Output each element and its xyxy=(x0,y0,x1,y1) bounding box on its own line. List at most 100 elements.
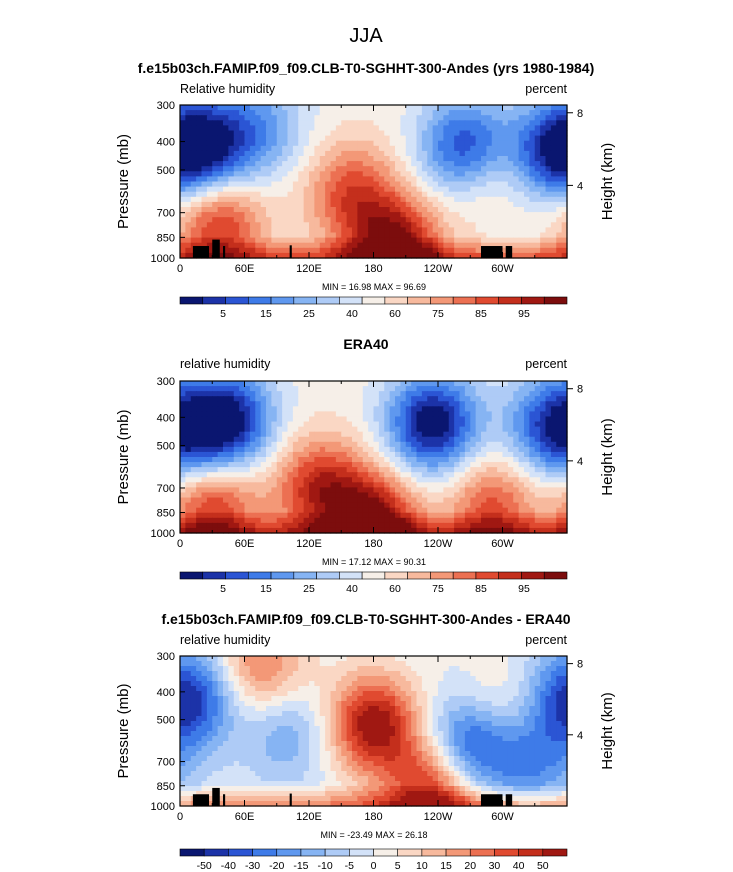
field-cell xyxy=(341,125,348,132)
field-cell xyxy=(341,671,348,677)
field-cell xyxy=(292,522,299,529)
field-cell xyxy=(314,517,321,524)
field-cell xyxy=(319,512,326,519)
field-cell xyxy=(454,140,461,147)
field-cell xyxy=(545,666,552,672)
field-cell xyxy=(196,676,203,682)
field-cell xyxy=(400,212,407,218)
field-cell xyxy=(534,446,541,453)
field-cell xyxy=(427,497,434,504)
field-cell xyxy=(196,212,203,218)
field-cell xyxy=(540,232,547,239)
field-cell xyxy=(561,416,568,423)
field-cell xyxy=(196,446,203,453)
field-cell xyxy=(282,401,289,407)
field-cell xyxy=(384,196,391,203)
field-cell xyxy=(411,207,418,213)
field-cell xyxy=(524,120,530,126)
field-cell xyxy=(513,441,520,448)
field-cell xyxy=(427,431,434,438)
field-cell xyxy=(190,421,197,428)
field-cell xyxy=(271,125,278,132)
field-cell xyxy=(223,135,229,142)
field-cell xyxy=(255,171,262,177)
field-cell xyxy=(411,426,418,433)
field-cell xyxy=(239,666,246,672)
field-cell xyxy=(421,477,428,483)
field-cell xyxy=(400,411,407,418)
field-cell xyxy=(357,681,364,687)
field-cell xyxy=(352,451,358,458)
field-cell xyxy=(448,527,455,534)
field-cell xyxy=(217,212,224,218)
field-cell xyxy=(497,207,504,213)
field-cell xyxy=(362,140,369,147)
field-cell xyxy=(346,110,353,116)
field-cell xyxy=(432,482,439,488)
field-cell xyxy=(217,686,224,692)
field-cell xyxy=(561,105,568,111)
field-cell xyxy=(346,441,353,448)
field-cell xyxy=(507,381,514,387)
field-cell xyxy=(470,436,477,443)
field-cell xyxy=(470,110,477,116)
field-cell xyxy=(271,436,278,443)
field-cell xyxy=(362,196,369,203)
field-cell xyxy=(244,512,251,519)
field-cell xyxy=(180,196,186,203)
field-cell xyxy=(282,457,289,463)
field-cell xyxy=(507,125,514,132)
field-cell xyxy=(470,227,477,234)
field-cell xyxy=(534,467,541,473)
field-cell xyxy=(223,492,229,499)
field-cell xyxy=(443,671,450,677)
field-cell xyxy=(249,381,256,387)
field-cell xyxy=(454,391,461,397)
field-cell xyxy=(185,472,192,478)
field-cell xyxy=(534,502,541,509)
field-cell xyxy=(400,186,407,193)
field-cell xyxy=(309,120,315,126)
field-cell xyxy=(518,171,525,177)
field-cell xyxy=(368,176,375,183)
field-cell xyxy=(507,477,514,483)
field-cell xyxy=(502,135,509,142)
field-cell xyxy=(357,457,364,463)
field-cell xyxy=(271,671,278,677)
field-cell xyxy=(518,482,525,488)
field-cell xyxy=(212,227,219,234)
field-cell xyxy=(346,171,353,177)
field-cell xyxy=(330,396,337,402)
field-cell xyxy=(524,507,530,514)
field-cell xyxy=(201,512,208,519)
field-cell xyxy=(255,522,262,529)
field-cell xyxy=(486,207,493,213)
field-cell xyxy=(518,487,525,494)
field-cell xyxy=(513,431,520,438)
field-cell xyxy=(464,391,471,397)
field-cell xyxy=(217,135,224,142)
field-cell xyxy=(427,656,434,662)
field-cell xyxy=(239,396,246,402)
field-cell xyxy=(491,661,498,667)
field-cell xyxy=(180,227,186,234)
field-cell xyxy=(416,207,423,213)
field-cell xyxy=(502,247,509,254)
field-cell xyxy=(507,222,514,228)
field-cell xyxy=(239,222,246,228)
field-cell xyxy=(443,232,450,239)
field-cell xyxy=(378,201,385,208)
field-cell xyxy=(529,196,536,203)
field-cell xyxy=(314,507,321,514)
field-cell xyxy=(561,242,568,249)
field-cell xyxy=(481,227,487,234)
field-cell xyxy=(287,201,294,208)
field-cell xyxy=(513,150,520,157)
field-cell xyxy=(244,467,251,473)
field-cell xyxy=(185,110,192,116)
field-cell xyxy=(448,492,455,499)
field-cell xyxy=(185,406,192,412)
field-cell xyxy=(378,497,385,504)
field-cell xyxy=(190,401,197,407)
field-cell xyxy=(540,517,547,524)
